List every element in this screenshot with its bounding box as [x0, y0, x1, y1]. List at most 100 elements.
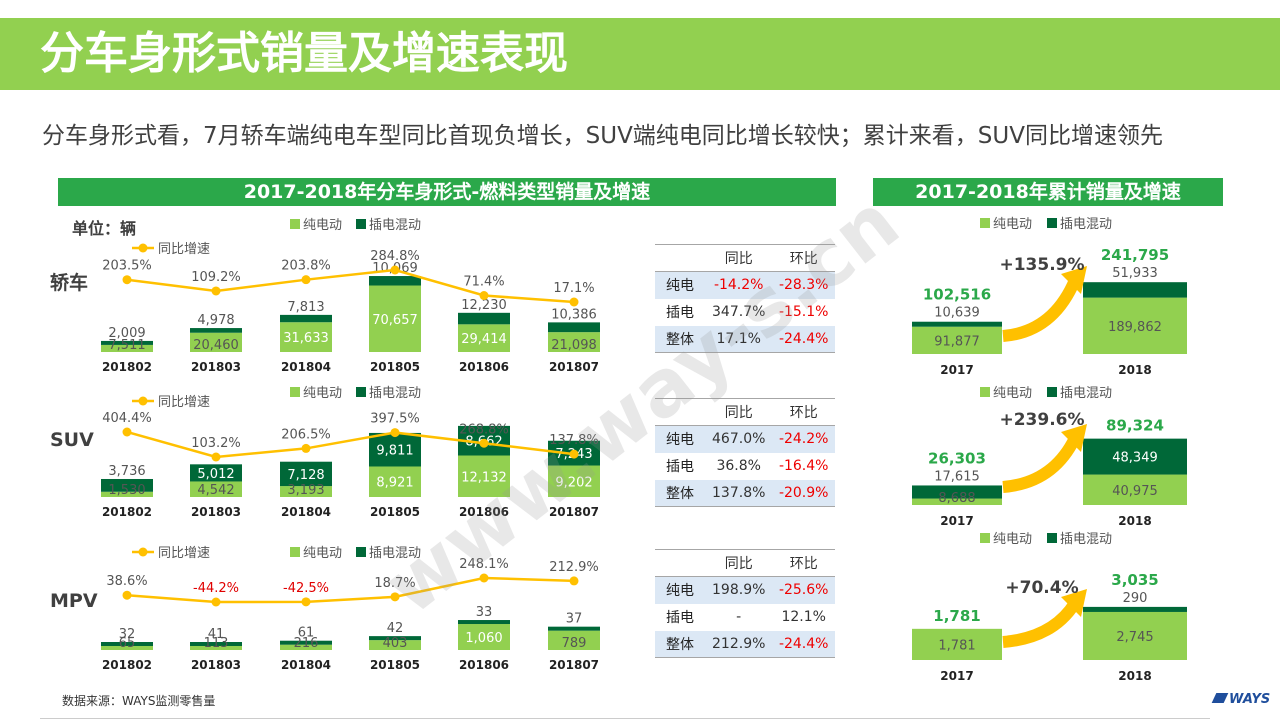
bev-value-label: 8,921	[376, 476, 413, 491]
segment-label: 轿车	[50, 271, 88, 294]
legend-label: 纯电动	[993, 386, 1032, 401]
cum-total-label: 241,795	[1101, 246, 1169, 264]
bar-phev	[280, 314, 332, 323]
yoy-cell: 347.7%	[712, 304, 766, 320]
bar-phev	[101, 340, 153, 345]
bar-bev	[369, 466, 421, 497]
growth-label: 397.5%	[370, 412, 420, 427]
cum-bev-label: 189,862	[1108, 320, 1162, 335]
mom-cell: 12.1%	[781, 609, 826, 625]
yoy-cell: 467.0%	[712, 431, 766, 448]
cum-bev-label: 8,688	[938, 491, 975, 506]
growth-arrow-head	[1061, 424, 1087, 452]
legend-label: 纯电动	[993, 532, 1032, 547]
bar-phev	[190, 328, 242, 333]
legend-label: 纯电动	[303, 218, 342, 233]
legend-growth-label: 同比增速	[158, 395, 210, 410]
bev-value-label: 12,132	[461, 470, 507, 485]
x-tick-label: 201804	[281, 360, 331, 374]
bev-value-label: 216	[294, 636, 319, 651]
table-row: 插电 347.7% -15.1%	[655, 299, 835, 326]
bev-value-label: 70,657	[372, 313, 418, 328]
phev-value-label: 37	[566, 612, 583, 627]
phev-value-label: 10,386	[551, 307, 597, 322]
mom-cell: -24.4%	[778, 330, 829, 347]
bar-phev	[369, 432, 421, 467]
cum-total-label: 89,324	[1106, 417, 1164, 435]
legend-growth-label: 同比增速	[158, 242, 210, 257]
growth-point	[479, 291, 489, 301]
bar-bev	[190, 481, 242, 497]
cum-x-tick-label: 2017	[940, 363, 973, 377]
legend-label: 插电混动	[369, 386, 421, 401]
x-tick-label: 201804	[281, 658, 331, 672]
growth-arrow-shaft	[1002, 599, 1081, 648]
legend-growth-marker	[138, 396, 148, 406]
table-row: 插电 - 12.1%	[655, 604, 835, 631]
x-tick-label: 201805	[370, 505, 420, 519]
growth-point	[211, 452, 221, 462]
bar-phev	[101, 478, 153, 492]
x-tick-label: 201806	[459, 360, 509, 374]
bar-bev	[458, 455, 510, 497]
phev-value-label: 12,230	[461, 298, 507, 313]
row-label: 整体	[666, 485, 694, 502]
col-yoy: 同比	[724, 251, 753, 267]
bar-phev	[280, 640, 332, 645]
bar-bev	[190, 332, 242, 352]
legend-label: 插电混动	[369, 546, 421, 561]
cum-phev-label: 17,615	[934, 469, 980, 484]
legend-swatch	[980, 387, 990, 397]
legend-label: 插电混动	[369, 218, 421, 233]
yoy-cell: 17.1%	[716, 330, 761, 347]
growth-label: -42.5%	[283, 581, 329, 596]
logo-mark-icon	[1211, 693, 1229, 703]
growth-point	[211, 286, 221, 296]
growth-point	[122, 427, 132, 437]
x-tick-label: 201806	[459, 658, 509, 672]
bev-value-label: 4,542	[197, 483, 234, 498]
mom-cell: -15.1%	[778, 304, 829, 320]
bev-value-label: 29,414	[461, 332, 507, 347]
cum-growth-label: +70.4%	[1005, 578, 1078, 598]
bar-phev	[280, 461, 332, 487]
growth-label: 203.5%	[102, 259, 152, 274]
growth-point	[479, 438, 489, 448]
growth-point	[569, 576, 579, 586]
cum-bar-phev	[912, 321, 1002, 327]
legend-swatch	[356, 387, 366, 397]
growth-label: 103.2%	[191, 436, 241, 451]
growth-arrow-shaft	[1002, 277, 1081, 342]
growth-label: 404.4%	[102, 411, 152, 426]
cum-phev-label: 290	[1123, 591, 1148, 606]
ways-logo: WAYS	[1211, 692, 1270, 707]
legend-label: 纯电动	[303, 386, 342, 401]
bev-value-label: 1,530	[108, 483, 145, 498]
col-yoy: 同比	[724, 405, 753, 421]
x-tick-label: 201803	[191, 658, 241, 672]
yoy-cell: 198.9%	[712, 582, 766, 599]
segment-label: SUV	[50, 429, 94, 451]
cum-x-tick-label: 2018	[1118, 363, 1151, 377]
bev-value-label: 789	[562, 636, 587, 651]
legend-swatch	[1047, 218, 1057, 228]
cum-phev-label: 10,639	[934, 306, 980, 321]
bar-phev	[369, 636, 421, 641]
legend-swatch	[980, 218, 990, 228]
bar-bev	[101, 344, 153, 352]
row-label: 整体	[666, 331, 694, 348]
phev-value-label: 33	[476, 605, 493, 620]
bev-value-label: 7,511	[108, 338, 145, 353]
x-tick-label: 201802	[102, 505, 152, 519]
bar-phev	[101, 642, 153, 646]
growth-label: 206.5%	[281, 427, 331, 442]
subtitle: 分车身形式看，7月轿车端纯电车型同比首现负增长，SUV端纯电同比增长较快；累计来…	[42, 123, 1163, 149]
suv-growth-table: 同比 环比 纯电 467.0% -24.2% 插电 36.8% -16.4% 整体 137.…	[655, 398, 835, 507]
cum-bev-label: 1,781	[938, 638, 975, 653]
bar-bev	[190, 646, 242, 650]
x-tick-label: 201804	[281, 505, 331, 519]
bev-value-label: 21,098	[551, 338, 597, 353]
table-row: 整体 212.9% -24.4%	[655, 630, 835, 658]
legend-swatch	[980, 533, 990, 543]
